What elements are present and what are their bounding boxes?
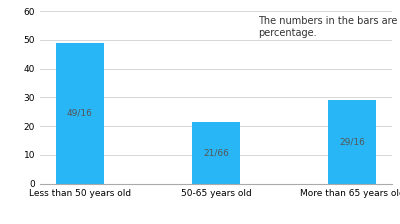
Bar — [56, 43, 104, 184]
Bar — [192, 122, 240, 184]
Text: 21/66: 21/66 — [203, 148, 229, 157]
Text: The numbers in the bars are in
percentage.: The numbers in the bars are in percentag… — [258, 16, 400, 38]
Text: 49/16: 49/16 — [67, 109, 93, 118]
Bar — [328, 100, 376, 184]
Text: 29/16: 29/16 — [339, 138, 365, 146]
